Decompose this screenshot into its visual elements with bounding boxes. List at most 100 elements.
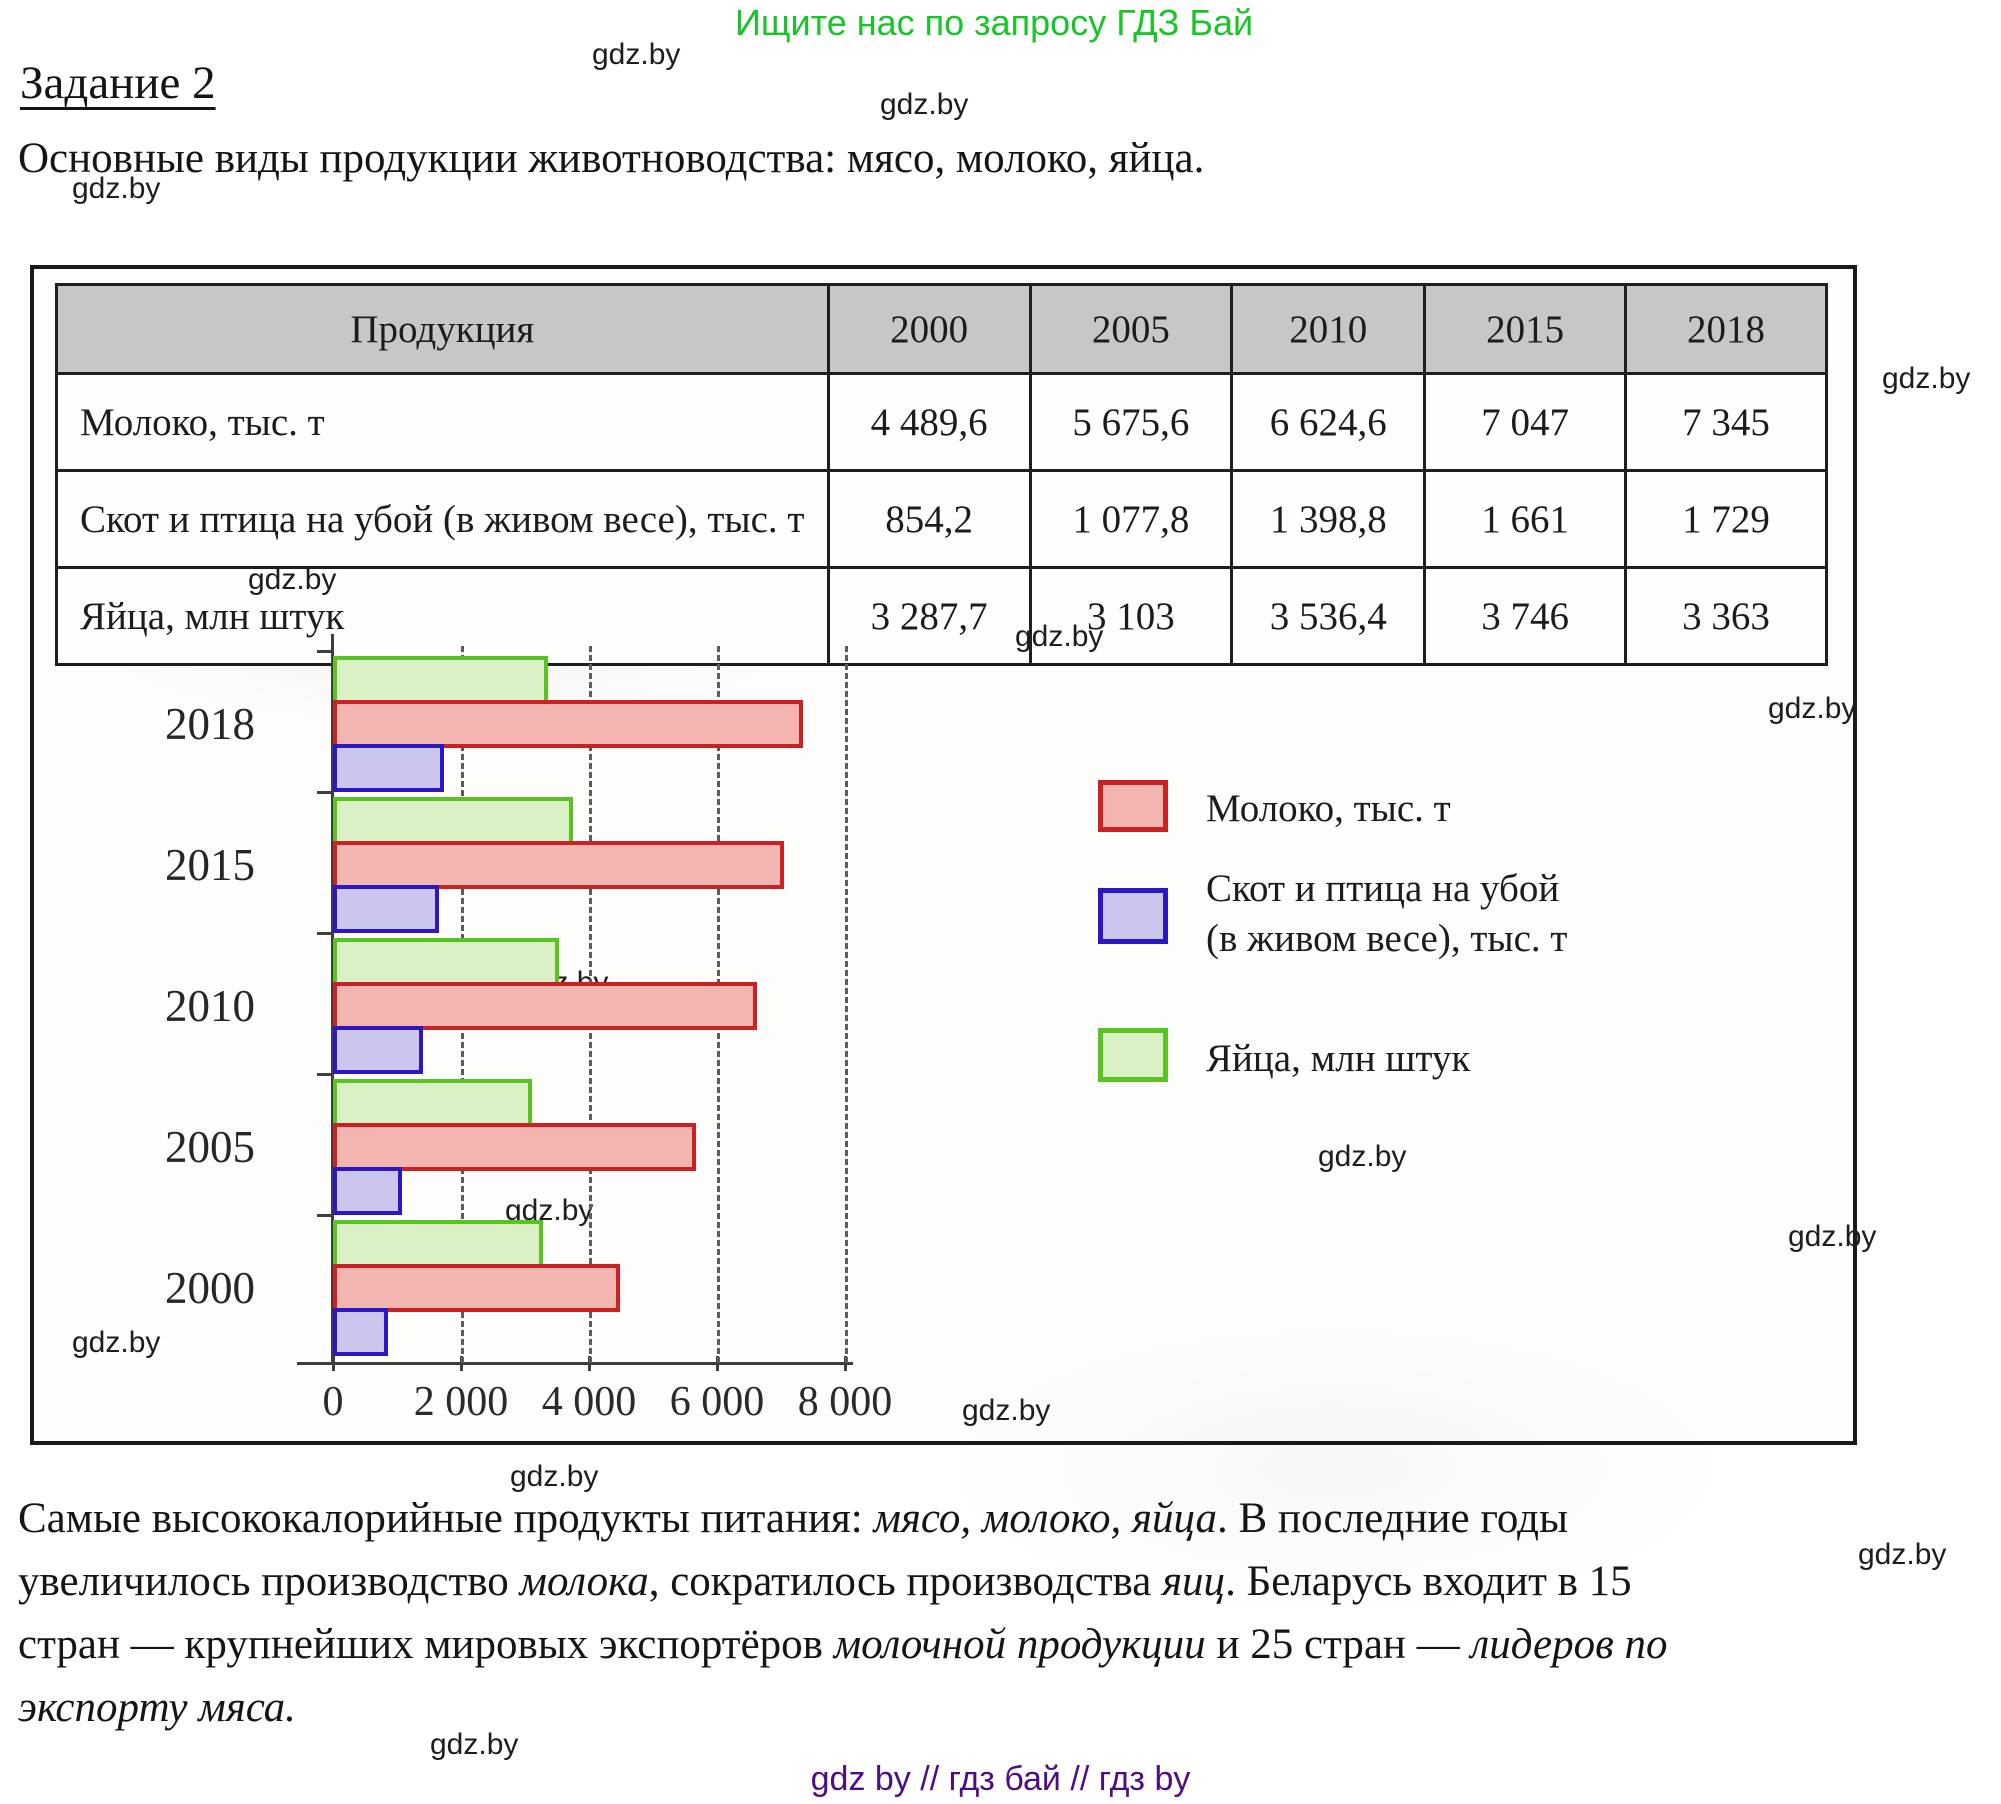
italic-text: экспорту мяса. (18, 1684, 296, 1731)
table-cell: 854,2 (826, 469, 1032, 569)
table-cell: 1 729 (1624, 469, 1828, 569)
chart-bar (333, 1026, 423, 1074)
legend-label: Скот и птица на убой (1206, 867, 1560, 910)
x-axis-tick (460, 1356, 463, 1371)
table-header-cell: 2000 (826, 283, 1032, 375)
y-axis-tick (317, 650, 334, 653)
table-header-cell: 2005 (1028, 283, 1234, 375)
gdz-watermark: gdz.by (248, 563, 337, 596)
x-axis-tick (332, 1356, 335, 1371)
chart-bar (333, 1079, 532, 1127)
x-axis-tick (844, 1356, 847, 1371)
chart-bar (333, 982, 757, 1030)
gdz-watermark: gdz.by (1882, 362, 1971, 395)
gdz-watermark: gdz.by (72, 1326, 161, 1359)
table-cell: 7 047 (1423, 372, 1628, 472)
gdz-watermark: gdz.by (72, 172, 161, 205)
gridline (845, 646, 848, 1363)
legend-swatch (1098, 888, 1168, 944)
gdz-watermark: gdz.by (592, 38, 681, 71)
paragraph-line: стран — крупнейших мировых экспортёров м… (18, 1613, 1968, 1676)
chart-bar (333, 744, 444, 792)
year-label: 2000 (165, 1263, 255, 1313)
x-axis-tick (588, 1356, 591, 1371)
chart-bar (333, 938, 559, 986)
year-label: 2010 (165, 981, 255, 1031)
x-axis-label: 0 (322, 1379, 344, 1425)
table-cell: 7 345 (1624, 372, 1828, 472)
conclusion-paragraph: Самые высококалорийные продукты питания:… (18, 1487, 1968, 1739)
table-cell: 1 661 (1423, 469, 1628, 569)
plain-text: . Беларусь входит в 15 (1225, 1558, 1632, 1605)
chart-y-axis (331, 634, 334, 1365)
italic-text: лидеров по (1470, 1621, 1668, 1668)
paragraph-line: экспорту мяса. (18, 1676, 1968, 1739)
plain-text: стран — крупнейших мировых экспортёров (18, 1621, 834, 1668)
intro-text: Основные виды продукции животноводства: … (18, 135, 1205, 182)
plain-text: увеличилось производство (18, 1558, 520, 1605)
table-cell: 3 363 (1624, 566, 1828, 666)
y-axis-tick (317, 932, 334, 935)
chart-bar (333, 700, 803, 748)
promo-banner: Ищите нас по запросу ГДЗ Бай (735, 2, 1254, 43)
x-axis-label: 8 000 (797, 1379, 893, 1425)
legend-label: Яйца, млн штук (1206, 1037, 1471, 1080)
legend-label: (в живом весе), тыс. т (1206, 917, 1568, 960)
table-header-cell: 2010 (1230, 283, 1427, 375)
chart-bar (333, 1220, 543, 1268)
table-header-cell: Продукция (55, 283, 830, 375)
chart-bar (333, 841, 784, 889)
table-cell: 3 746 (1423, 566, 1628, 666)
table-cell: 3 536,4 (1230, 566, 1427, 666)
table-cell: 3 103 (1028, 566, 1234, 666)
italic-text: мясо, молоко, яйца (873, 1495, 1218, 1542)
x-axis-label: 2 000 (413, 1379, 509, 1425)
chart-bar (333, 797, 573, 845)
italic-text: молока (519, 1558, 649, 1605)
x-axis-label: 6 000 (669, 1379, 765, 1425)
table-cell: 6 624,6 (1230, 372, 1427, 472)
chart-bar (333, 1167, 402, 1215)
table-cell: 1 077,8 (1028, 469, 1234, 569)
italic-text: молочной продукции (833, 1621, 1206, 1668)
bar-chart: 2018 2015 2010 2005 2000 (165, 640, 848, 1363)
plain-text: Самые высококалорийные продукты питания: (18, 1495, 874, 1542)
gdz-watermark: gdz.by (430, 1728, 519, 1761)
year-label: 2005 (165, 1122, 255, 1172)
x-axis-label: 4 000 (541, 1379, 637, 1425)
gdz-watermark: gdz.by (1788, 1220, 1877, 1253)
table-row: Скот и птица на убой (в живом весе), тыс… (55, 469, 1828, 569)
paragraph-line: Самые высококалорийные продукты питания:… (18, 1487, 1968, 1550)
legend-label: Молоко, тыс. т (1206, 787, 1451, 830)
table-row-label: Молоко, тыс. т (55, 372, 830, 472)
y-axis-tick (317, 1073, 334, 1076)
plain-text: . В последние годы (1217, 1495, 1568, 1542)
chart-bar (333, 1264, 620, 1312)
gdz-watermark: gdz.by (1015, 620, 1104, 653)
chart-bar (333, 885, 439, 933)
table-row: Яйца, млн штук 3 287,7 3 103 3 536,4 3 746 3 … (55, 566, 1828, 666)
legend-swatch (1098, 780, 1168, 832)
chart-bar (333, 1123, 696, 1171)
table-header-cell: 2015 (1423, 283, 1628, 375)
plain-text: и 25 стран — (1205, 1621, 1471, 1668)
footer-line: gdz by // гдз бай // гдз by (810, 1760, 1191, 1798)
x-axis-tick (716, 1356, 719, 1371)
production-table: Продукция 2000 2005 2010 2015 2018 Молоко, ты… (55, 283, 1828, 666)
plain-text: , сократилось производства (648, 1558, 1163, 1605)
table-cell: 4 489,6 (826, 372, 1032, 472)
table-cell: 1 398,8 (1230, 469, 1427, 569)
gdz-watermark: gdz.by (962, 1394, 1051, 1427)
gdz-watermark: gdz.by (880, 88, 969, 121)
table-header-cell: 2018 (1624, 283, 1828, 375)
chart-x-axis (297, 1362, 853, 1365)
chart-bar (333, 656, 548, 704)
gdz-watermark: gdz.by (1768, 692, 1857, 725)
gdz-watermark: gdz.by (1318, 1140, 1407, 1173)
table-cell: 5 675,6 (1028, 372, 1234, 472)
table-cell: 3 287,7 (826, 566, 1032, 666)
table-header: Продукция 2000 2005 2010 2015 2018 (55, 283, 1828, 375)
legend-swatch (1098, 1028, 1168, 1082)
